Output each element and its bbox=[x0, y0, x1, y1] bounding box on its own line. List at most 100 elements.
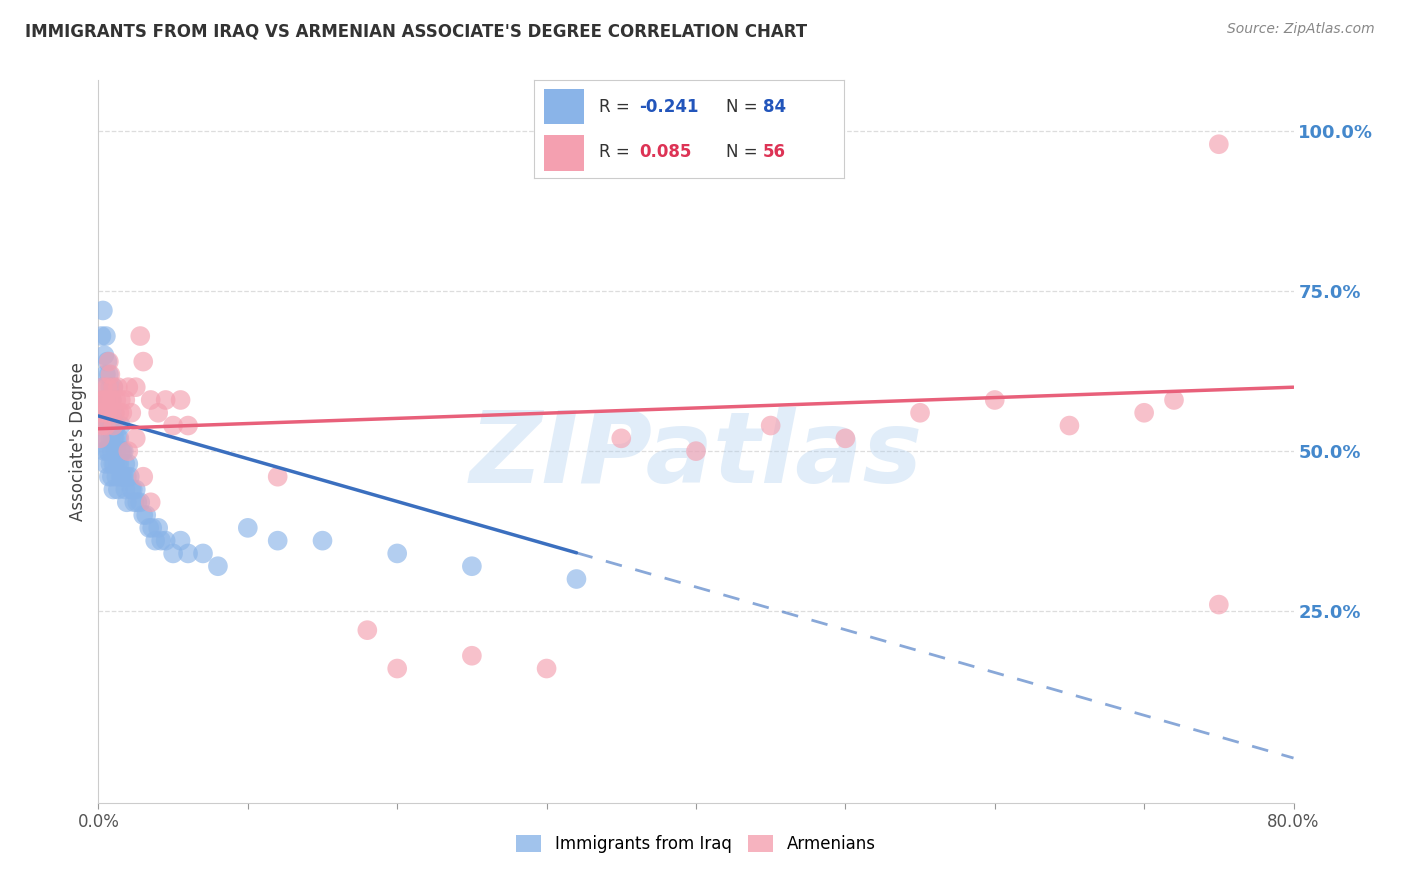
Point bbox=[105, 469, 128, 483]
Point bbox=[132, 469, 155, 483]
Point bbox=[108, 431, 131, 445]
Point bbox=[97, 368, 120, 382]
Point bbox=[91, 431, 114, 445]
Point bbox=[139, 392, 162, 407]
Point bbox=[90, 406, 112, 420]
Point bbox=[98, 457, 122, 471]
Point bbox=[98, 368, 122, 382]
Point bbox=[112, 469, 135, 483]
Point bbox=[94, 457, 117, 471]
Text: -0.241: -0.241 bbox=[640, 98, 699, 116]
Point bbox=[103, 412, 125, 426]
Point bbox=[103, 418, 125, 433]
Point bbox=[169, 533, 191, 548]
Point bbox=[96, 444, 118, 458]
Point bbox=[98, 431, 122, 445]
Point bbox=[461, 559, 484, 574]
Point bbox=[101, 392, 124, 407]
Point bbox=[107, 483, 129, 497]
Point bbox=[120, 483, 142, 497]
Point bbox=[115, 469, 138, 483]
Point bbox=[169, 392, 191, 407]
Point bbox=[104, 457, 127, 471]
Point bbox=[267, 533, 290, 548]
Point bbox=[103, 380, 125, 394]
Point bbox=[97, 418, 120, 433]
Point bbox=[111, 444, 134, 458]
Point bbox=[1208, 137, 1230, 152]
Point bbox=[96, 354, 118, 368]
Point bbox=[129, 329, 152, 343]
Point bbox=[97, 354, 120, 368]
Point bbox=[356, 623, 378, 637]
Point bbox=[685, 444, 707, 458]
Point bbox=[162, 546, 184, 560]
Point bbox=[101, 444, 124, 458]
Text: 56: 56 bbox=[763, 143, 786, 161]
Point bbox=[129, 495, 152, 509]
Point bbox=[117, 380, 139, 394]
Point bbox=[103, 483, 125, 497]
Point bbox=[90, 418, 112, 433]
Point bbox=[461, 648, 484, 663]
Point bbox=[107, 431, 129, 445]
Point bbox=[155, 533, 177, 548]
Point bbox=[138, 521, 160, 535]
Text: IMMIGRANTS FROM IRAQ VS ARMENIAN ASSOCIATE'S DEGREE CORRELATION CHART: IMMIGRANTS FROM IRAQ VS ARMENIAN ASSOCIA… bbox=[25, 22, 807, 40]
Text: 0.085: 0.085 bbox=[640, 143, 692, 161]
Point bbox=[1163, 392, 1185, 407]
Point bbox=[104, 406, 127, 420]
Text: Source: ZipAtlas.com: Source: ZipAtlas.com bbox=[1227, 22, 1375, 37]
Point bbox=[118, 469, 141, 483]
Point bbox=[97, 392, 120, 407]
Point bbox=[97, 444, 120, 458]
Point bbox=[121, 483, 143, 497]
Point bbox=[98, 380, 122, 394]
Point bbox=[94, 392, 117, 407]
Point bbox=[139, 495, 162, 509]
Point bbox=[93, 412, 115, 426]
Point bbox=[94, 329, 117, 343]
Point bbox=[96, 392, 118, 407]
Point bbox=[94, 368, 117, 382]
Point bbox=[143, 533, 166, 548]
Point bbox=[110, 469, 132, 483]
Point bbox=[267, 469, 290, 483]
Point bbox=[141, 521, 163, 535]
Point bbox=[90, 329, 112, 343]
Bar bbox=[544, 136, 583, 170]
Point bbox=[125, 483, 148, 497]
Point bbox=[114, 483, 136, 497]
Point bbox=[177, 546, 200, 560]
Point bbox=[984, 392, 1007, 407]
Point bbox=[132, 508, 155, 522]
Point bbox=[908, 406, 931, 420]
Point bbox=[101, 469, 124, 483]
Point bbox=[610, 431, 633, 445]
Point bbox=[93, 392, 115, 407]
Text: ZIPatlas: ZIPatlas bbox=[470, 408, 922, 505]
Point bbox=[91, 380, 114, 394]
Text: R =: R = bbox=[599, 143, 636, 161]
Point bbox=[127, 495, 149, 509]
Point bbox=[834, 431, 856, 445]
Point bbox=[89, 431, 111, 445]
Point bbox=[117, 444, 139, 458]
Point bbox=[114, 392, 136, 407]
Point bbox=[117, 457, 139, 471]
Point bbox=[162, 418, 184, 433]
Point bbox=[148, 521, 170, 535]
Point bbox=[93, 444, 115, 458]
Point bbox=[207, 559, 229, 574]
Point bbox=[96, 418, 118, 433]
Point bbox=[101, 392, 124, 407]
Legend: Immigrants from Iraq, Armenians: Immigrants from Iraq, Armenians bbox=[510, 828, 882, 860]
Point bbox=[93, 406, 115, 420]
Point bbox=[104, 406, 127, 420]
Point bbox=[108, 457, 131, 471]
Point bbox=[177, 418, 200, 433]
Point bbox=[111, 469, 134, 483]
Point bbox=[1133, 406, 1156, 420]
Point bbox=[759, 418, 782, 433]
Point bbox=[132, 354, 155, 368]
